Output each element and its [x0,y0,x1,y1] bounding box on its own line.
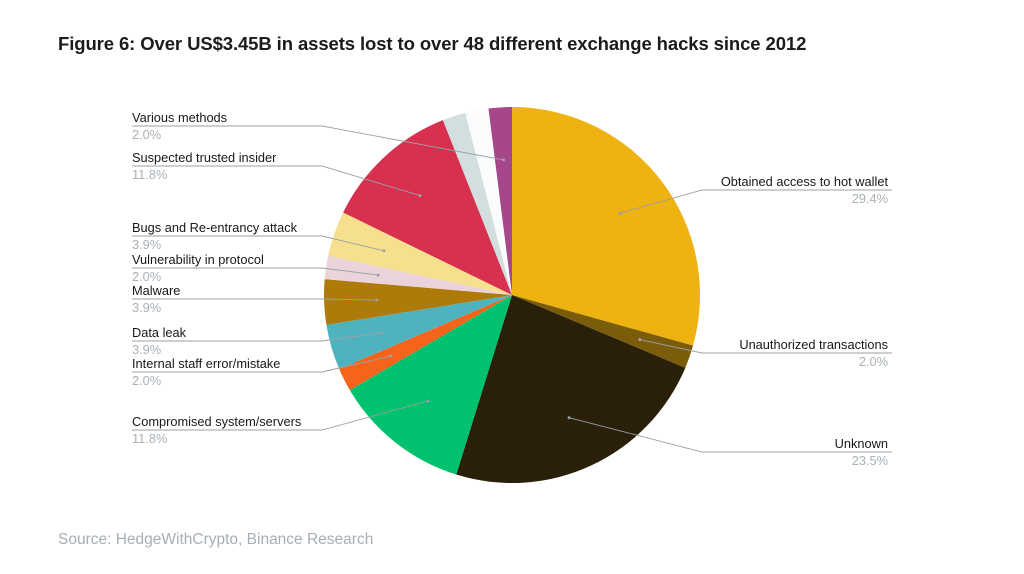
leader-endpoint-dot [567,416,571,420]
callout-label: Vulnerability in protocol [132,252,264,267]
callout-label: Various methods [132,110,228,125]
callout-label: Unknown [834,436,888,451]
figure-source: Source: HedgeWithCrypto, Binance Researc… [58,531,374,548]
callout-label: Compromised system/servers [132,414,302,429]
leader-endpoint-dot [618,211,622,215]
pie-slice [512,295,694,368]
pie-slice [324,255,512,295]
callout-suspected-trusted-insider: Suspected trusted insider 11.8% [132,150,276,182]
callout-label: Internal staff error/mistake [132,356,281,371]
pie-slice [343,120,512,296]
callout-value: 3.9% [132,299,162,315]
pie-slice [512,107,701,346]
callout-unknown: Unknown 23.5% [835,436,888,468]
leader-line [132,267,379,276]
pie-slice [442,112,512,295]
leader-endpoint-dot [380,331,384,335]
leader-line [132,298,377,301]
leader-endpoint-dot [376,273,380,277]
leader-line [132,125,504,161]
callout-value: 3.9% [132,341,162,357]
pie-slice [488,107,512,295]
callout-value: 11.8% [132,430,168,446]
leader-line [619,189,892,214]
pie-slice [339,295,512,391]
callout-malware: Malware 3.9% [132,283,180,315]
pie-slice [323,279,512,325]
figure-title: Figure 6: Over US$3.45B in assets lost t… [58,33,807,54]
callout-value: 23.5% [851,452,888,468]
leader-line [132,165,421,197]
leader-line [132,332,383,342]
callout-value: 2.0% [132,268,162,284]
callout-value: 29.4% [851,190,888,206]
leader-line [132,355,392,373]
leader-line-group [132,125,892,453]
callout-data-leak: Data leak 3.9% [132,325,186,357]
callout-vulnerability-in-protocol: Vulnerability in protocol 2.0% [132,252,264,284]
callout-value: 2.0% [132,372,162,388]
callout-label: Suspected trusted insider [132,150,277,165]
callout-compromised-systems: Compromised system/servers 11.8% [132,414,301,446]
pie-slice-group [323,107,701,484]
leader-line [639,339,892,354]
callout-value: 11.8% [132,166,168,182]
leader-line [568,417,892,453]
callout-label: Malware [132,283,181,298]
leader-endpoint-dot [382,249,386,253]
leader-endpoint-dot [389,354,393,358]
pie-slice [349,295,512,475]
callout-label: Bugs and Re-entrancy attack [132,220,298,235]
pie-slice [328,212,512,295]
callout-various-methods: Various methods 2.0% [132,110,227,142]
callout-value: 2.0% [132,126,162,142]
callout-unauthorized-transactions: Unauthorized transactions 2.0% [739,337,888,369]
callout-internal-staff-error: Internal staff error/mistake 2.0% [132,356,280,388]
callout-value: 2.0% [858,353,888,369]
leader-line [132,235,385,252]
leader-endpoint-dot [375,298,379,302]
pie-slice [456,295,686,484]
leader-endpoint-dot [418,194,422,198]
pie-slice [326,295,512,369]
callout-bugs-and-reentrancy-attack: Bugs and Re-entrancy attack 3.9% [132,220,297,252]
callout-label: Obtained access to hot wallet [720,174,888,189]
leader-endpoint-dot [502,158,505,162]
callout-hot-wallet: Obtained access to hot wallet 29.4% [721,174,888,206]
leader-endpoint-dot [638,338,642,342]
leader-endpoint-dot [426,399,430,403]
callout-label: Unauthorized transactions [739,337,888,352]
callout-label: Data leak [132,325,187,340]
callout-value: 3.9% [132,236,162,252]
leader-line [132,400,428,431]
